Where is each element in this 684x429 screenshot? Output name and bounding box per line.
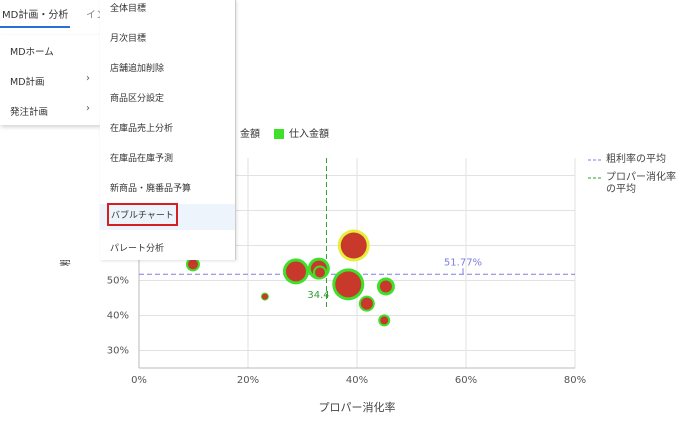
chevron: ›	[86, 73, 90, 84]
menu-item[interactable]: 発注計画	[10, 107, 49, 118]
bubble	[380, 316, 389, 325]
nav-underline	[0, 26, 70, 28]
avg-label: 51.77%	[444, 257, 482, 268]
bubble	[314, 267, 325, 278]
bubble	[379, 280, 392, 293]
bubble	[340, 232, 367, 259]
submenu-item[interactable]: 新商品・廃番品予算	[110, 184, 192, 194]
menu-item[interactable]: MD計画	[10, 77, 45, 88]
legend-label: 金額	[240, 127, 260, 140]
bubble	[187, 259, 198, 270]
submenu-item[interactable]: パレート分析	[110, 244, 165, 254]
submenu-item[interactable]: 店舗追加削除	[110, 64, 165, 74]
legend-label: 仕入金額	[289, 127, 329, 140]
y-tick-label: 50%	[107, 276, 129, 287]
avg-label: 34.4	[307, 290, 329, 301]
x-tick-label: 60%	[455, 375, 477, 386]
x-axis-label: プロパー消化率	[319, 400, 396, 414]
nav-tab[interactable]: MD計画・分析	[2, 10, 69, 21]
nav-tab[interactable]: イン	[86, 10, 106, 21]
x-tick-label: 40%	[346, 375, 368, 386]
submenu-item[interactable]: 月次目標	[110, 34, 147, 44]
submenu-item[interactable]: 在庫品在庫予測	[110, 154, 174, 164]
x-tick-label: 80%	[564, 375, 586, 386]
legend-label: プロパー消化率の平均	[606, 172, 676, 195]
legend-swatch	[274, 129, 284, 139]
x-tick-label: 0%	[131, 375, 147, 386]
x-tick-label: 20%	[237, 375, 259, 386]
bubble	[335, 271, 362, 298]
submenu: 全体目標月次目標店舗追加削除 商品区分設定 在庫品売上分析 在庫品在庫予測新商品・廃番…	[100, 0, 236, 260]
submenu-item[interactable]: 在庫品売上分析	[110, 124, 174, 134]
dropdown-menu: MDホーム MD計画 › 発注計画 ›	[0, 35, 100, 125]
legend-label: 粗利率の平均	[606, 154, 666, 165]
y-tick-label: 40%	[107, 311, 129, 322]
bubble	[285, 261, 306, 282]
submenu-item[interactable]: バブルチャート	[107, 203, 178, 226]
submenu-item[interactable]: 商品区分設定	[110, 94, 165, 104]
submenu-item[interactable]: 全体目標	[110, 4, 147, 14]
bubble	[360, 297, 373, 310]
bubble	[261, 293, 268, 300]
chevron: ›	[86, 103, 90, 114]
menu-item[interactable]: MDホーム	[10, 47, 54, 58]
y-tick-label: 30%	[107, 346, 129, 357]
